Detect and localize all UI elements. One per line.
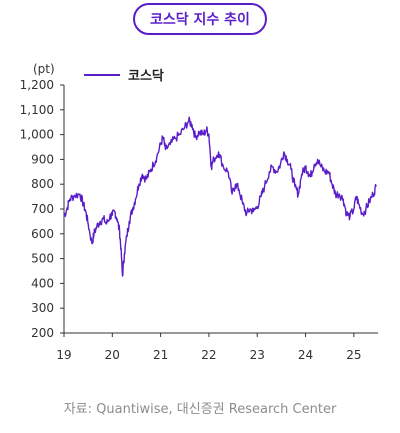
y-tick-label: 600 xyxy=(31,227,54,241)
x-tick-label: 19 xyxy=(56,348,71,362)
series-line-kosdaq xyxy=(63,116,377,277)
y-tick-label: 300 xyxy=(31,301,54,315)
x-tick-label: 25 xyxy=(346,348,361,362)
y-axis-unit: (pt) xyxy=(33,62,55,76)
y-tick-label: 1,100 xyxy=(20,103,54,117)
legend-label: 코스닥 xyxy=(128,68,164,84)
x-tick-label: 22 xyxy=(201,348,216,362)
y-tick-label: 1,000 xyxy=(20,128,54,142)
series-layer xyxy=(63,116,377,277)
axes-layer: (pt) 200 300 400 500 600 700 800 900 1,000 1,100 1,… xyxy=(20,62,378,362)
source-note: 자료: Quantiwise, 대신증권 Research Center xyxy=(63,402,337,417)
y-tick-label: 700 xyxy=(31,202,54,216)
y-tick-label: 400 xyxy=(31,276,54,290)
x-tick-label: 23 xyxy=(250,348,265,362)
y-tick-label: 1,200 xyxy=(20,78,54,92)
chart-title-text: 코스닥 지수 추이 xyxy=(150,12,250,28)
y-tick-label: 900 xyxy=(31,152,54,166)
x-tick-label: 21 xyxy=(153,348,168,362)
y-tick-label: 800 xyxy=(31,177,54,191)
x-tick-label: 20 xyxy=(105,348,120,362)
y-tick-label: 500 xyxy=(31,252,54,266)
y-tick-label: 200 xyxy=(31,326,54,340)
legend: 코스닥 xyxy=(84,68,164,84)
x-tick-label: 24 xyxy=(298,348,313,362)
chart-title: 코스닥 지수 추이 xyxy=(133,3,267,35)
